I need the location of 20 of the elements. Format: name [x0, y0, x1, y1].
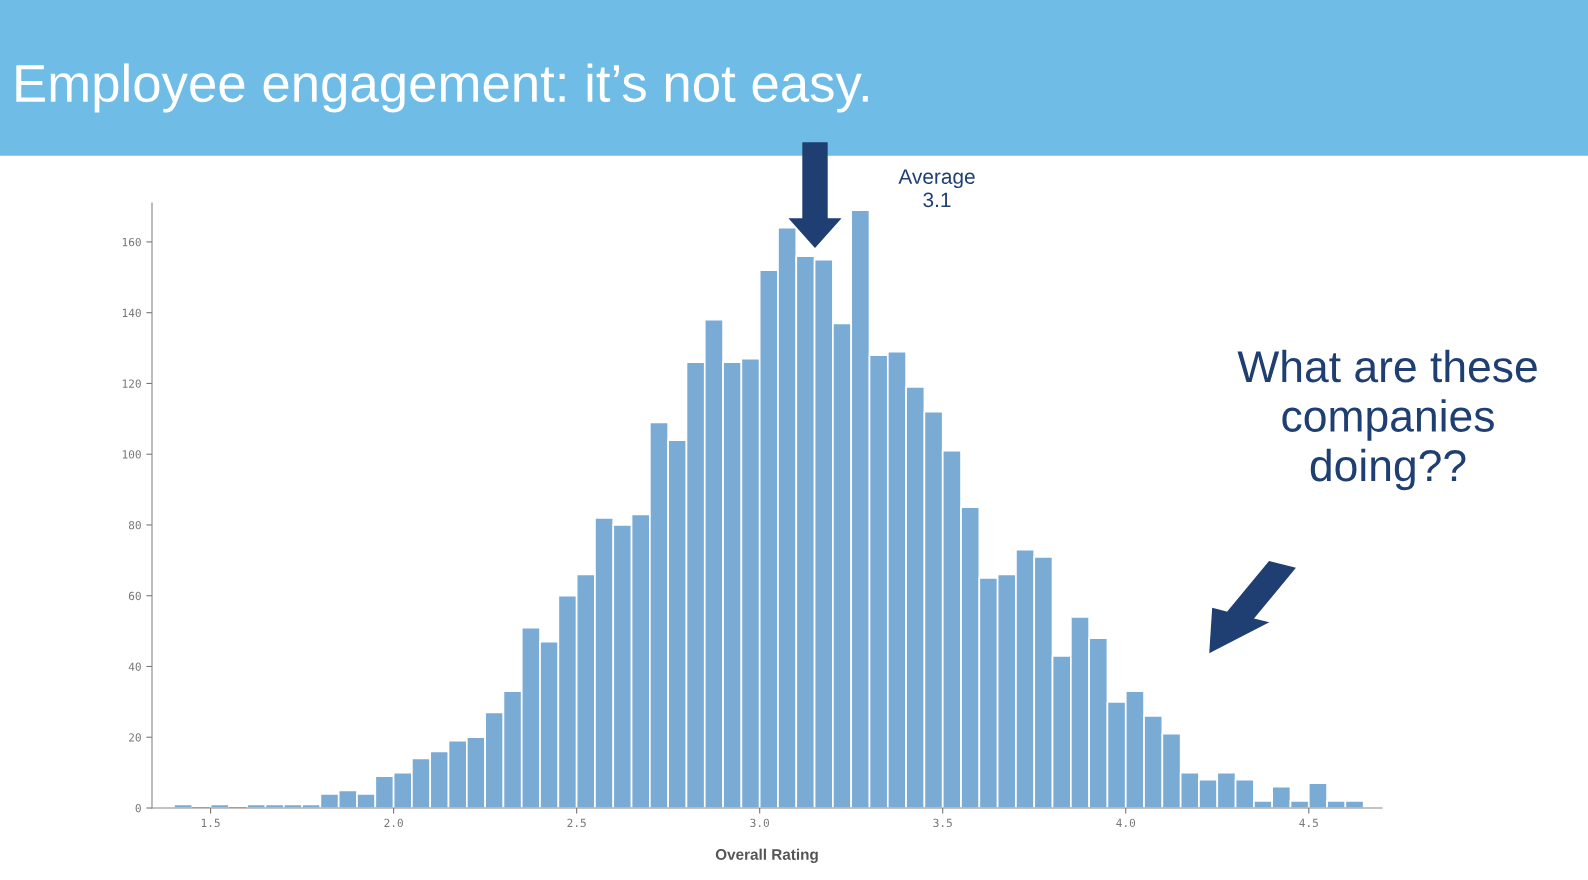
y-tick-label: 120 [122, 379, 141, 388]
y-tick-label: 140 [122, 308, 141, 318]
annotation: What are these companies doing?? [1237, 349, 1537, 491]
x-tick-label: 3.5 [933, 818, 952, 828]
x-tick-label: 1.5 [201, 818, 220, 828]
y-tick-label: 20 [129, 733, 141, 742]
y-tick-label: 80 [128, 520, 141, 530]
x-tick-label: 2.5 [567, 818, 586, 828]
x-tick-label: 4.0 [1116, 818, 1136, 828]
y-tick-label: 40 [128, 662, 141, 671]
x-tick-label: 2.0 [384, 818, 403, 828]
y-tick-label: 100 [122, 450, 141, 459]
annotation: Average 3.1 [898, 169, 975, 208]
x-axis-title: Overall Rating [715, 848, 818, 863]
y-tick-label: 60 [128, 591, 141, 601]
y-tick-label: 0 [135, 804, 141, 813]
chart-title: Employee engagement: it’s not easy. [16, 63, 868, 113]
y-tick-label: 160 [122, 237, 141, 247]
x-tick-label: 4.5 [1299, 818, 1318, 828]
x-tick-label: 3.0 [750, 818, 769, 828]
